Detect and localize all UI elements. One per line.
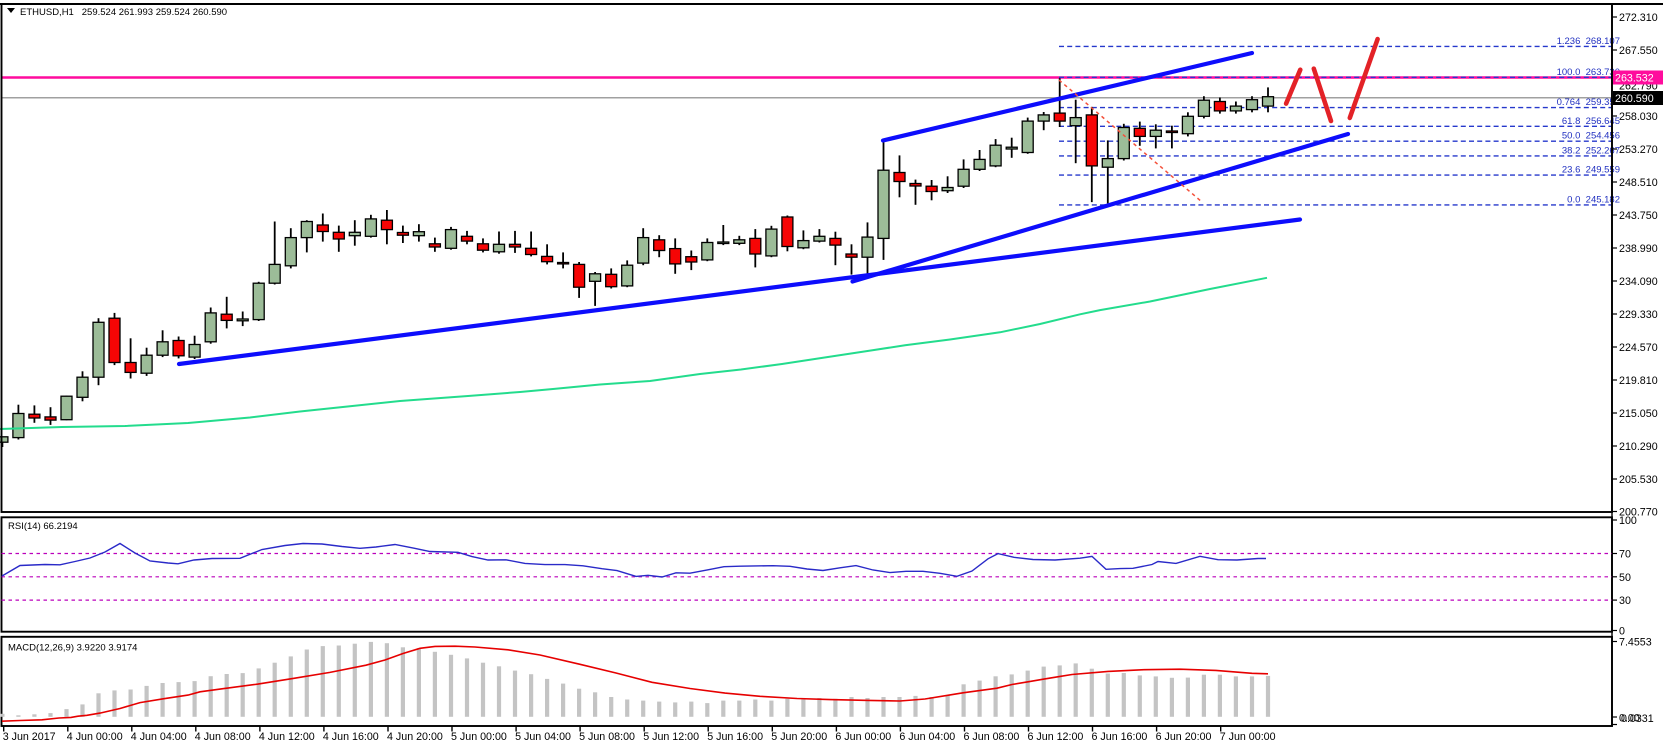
svg-text:210.290: 210.290	[1619, 441, 1658, 453]
svg-text:6 Jun 04:00: 6 Jun 04:00	[899, 731, 955, 743]
svg-text:50: 50	[1619, 572, 1631, 584]
svg-text:1.236 268.107: 1.236 268.107	[1557, 36, 1620, 47]
svg-text:205.530: 205.530	[1619, 474, 1658, 486]
svg-text:7 Jun 00:00: 7 Jun 00:00	[1220, 731, 1276, 743]
svg-text:263.532: 263.532	[1615, 73, 1654, 85]
svg-text:219.810: 219.810	[1619, 375, 1658, 387]
svg-text:3 Jun 2017: 3 Jun 2017	[3, 731, 56, 743]
svg-text:4 Jun 08:00: 4 Jun 08:00	[195, 731, 251, 743]
svg-text:215.050: 215.050	[1619, 408, 1658, 420]
svg-text:6 Jun 12:00: 6 Jun 12:00	[1028, 731, 1084, 743]
svg-text:23.6 249.559: 23.6 249.559	[1562, 165, 1620, 176]
svg-text:100: 100	[1619, 515, 1637, 527]
svg-text:5 Jun 08:00: 5 Jun 08:00	[579, 731, 635, 743]
svg-text:0.00: 0.00	[1619, 713, 1640, 725]
svg-text:0.0331: 0.0331	[1621, 713, 1654, 725]
svg-text:4 Jun 16:00: 4 Jun 16:00	[323, 731, 379, 743]
svg-text:272.310: 272.310	[1619, 12, 1658, 24]
svg-text:4 Jun 12:00: 4 Jun 12:00	[259, 731, 315, 743]
svg-text:0.0 245.182: 0.0 245.182	[1567, 194, 1620, 205]
svg-text:50.0 254.456: 50.0 254.456	[1562, 131, 1620, 142]
svg-text:0.764 259.353: 0.764 259.353	[1557, 97, 1620, 108]
svg-text:ETHUSD,H1 259.524 261.993 25: ETHUSD,H1 259.524 261.993 259.524 260.59…	[20, 7, 227, 18]
svg-text:61.8 256.645: 61.8 256.645	[1562, 116, 1620, 127]
svg-text:6 Jun 16:00: 6 Jun 16:00	[1092, 731, 1148, 743]
svg-text:5 Jun 16:00: 5 Jun 16:00	[707, 731, 763, 743]
svg-text:5 Jun 12:00: 5 Jun 12:00	[643, 731, 699, 743]
svg-text:70: 70	[1619, 549, 1631, 561]
svg-text:229.330: 229.330	[1619, 309, 1658, 321]
svg-text:RSI(14) 66.2194: RSI(14) 66.2194	[8, 521, 78, 532]
svg-text:253.270: 253.270	[1619, 144, 1658, 156]
svg-text:0: 0	[1619, 626, 1625, 638]
svg-text:243.750: 243.750	[1619, 210, 1658, 222]
svg-text:5 Jun 00:00: 5 Jun 00:00	[451, 731, 507, 743]
svg-text:5 Jun 04:00: 5 Jun 04:00	[515, 731, 571, 743]
svg-text:4 Jun 00:00: 4 Jun 00:00	[67, 731, 123, 743]
svg-text:4 Jun 20:00: 4 Jun 20:00	[387, 731, 443, 743]
svg-text:260.590: 260.590	[1615, 93, 1654, 105]
svg-text:30: 30	[1619, 595, 1631, 607]
svg-text:6 Jun 08:00: 6 Jun 08:00	[964, 731, 1020, 743]
svg-text:100.0 263.730: 100.0 263.730	[1557, 67, 1620, 78]
svg-text:4 Jun 04:00: 4 Jun 04:00	[131, 731, 187, 743]
svg-text:258.030: 258.030	[1619, 111, 1658, 123]
svg-text:200.770: 200.770	[1619, 507, 1658, 519]
svg-text:MACD(12,26,9) 3.9220 3.9174: MACD(12,26,9) 3.9220 3.9174	[8, 643, 137, 654]
svg-text:224.570: 224.570	[1619, 342, 1658, 354]
svg-text:6 Jun 00:00: 6 Jun 00:00	[835, 731, 891, 743]
svg-text:38.2 252.267: 38.2 252.267	[1562, 145, 1620, 156]
svg-text:6 Jun 20:00: 6 Jun 20:00	[1156, 731, 1212, 743]
svg-text:248.510: 248.510	[1619, 177, 1658, 189]
svg-text:5 Jun 20:00: 5 Jun 20:00	[771, 731, 827, 743]
svg-text:267.550: 267.550	[1619, 45, 1658, 57]
svg-text:238.990: 238.990	[1619, 243, 1658, 255]
svg-text:7.4553: 7.4553	[1619, 637, 1652, 649]
svg-text:234.090: 234.090	[1619, 276, 1658, 288]
